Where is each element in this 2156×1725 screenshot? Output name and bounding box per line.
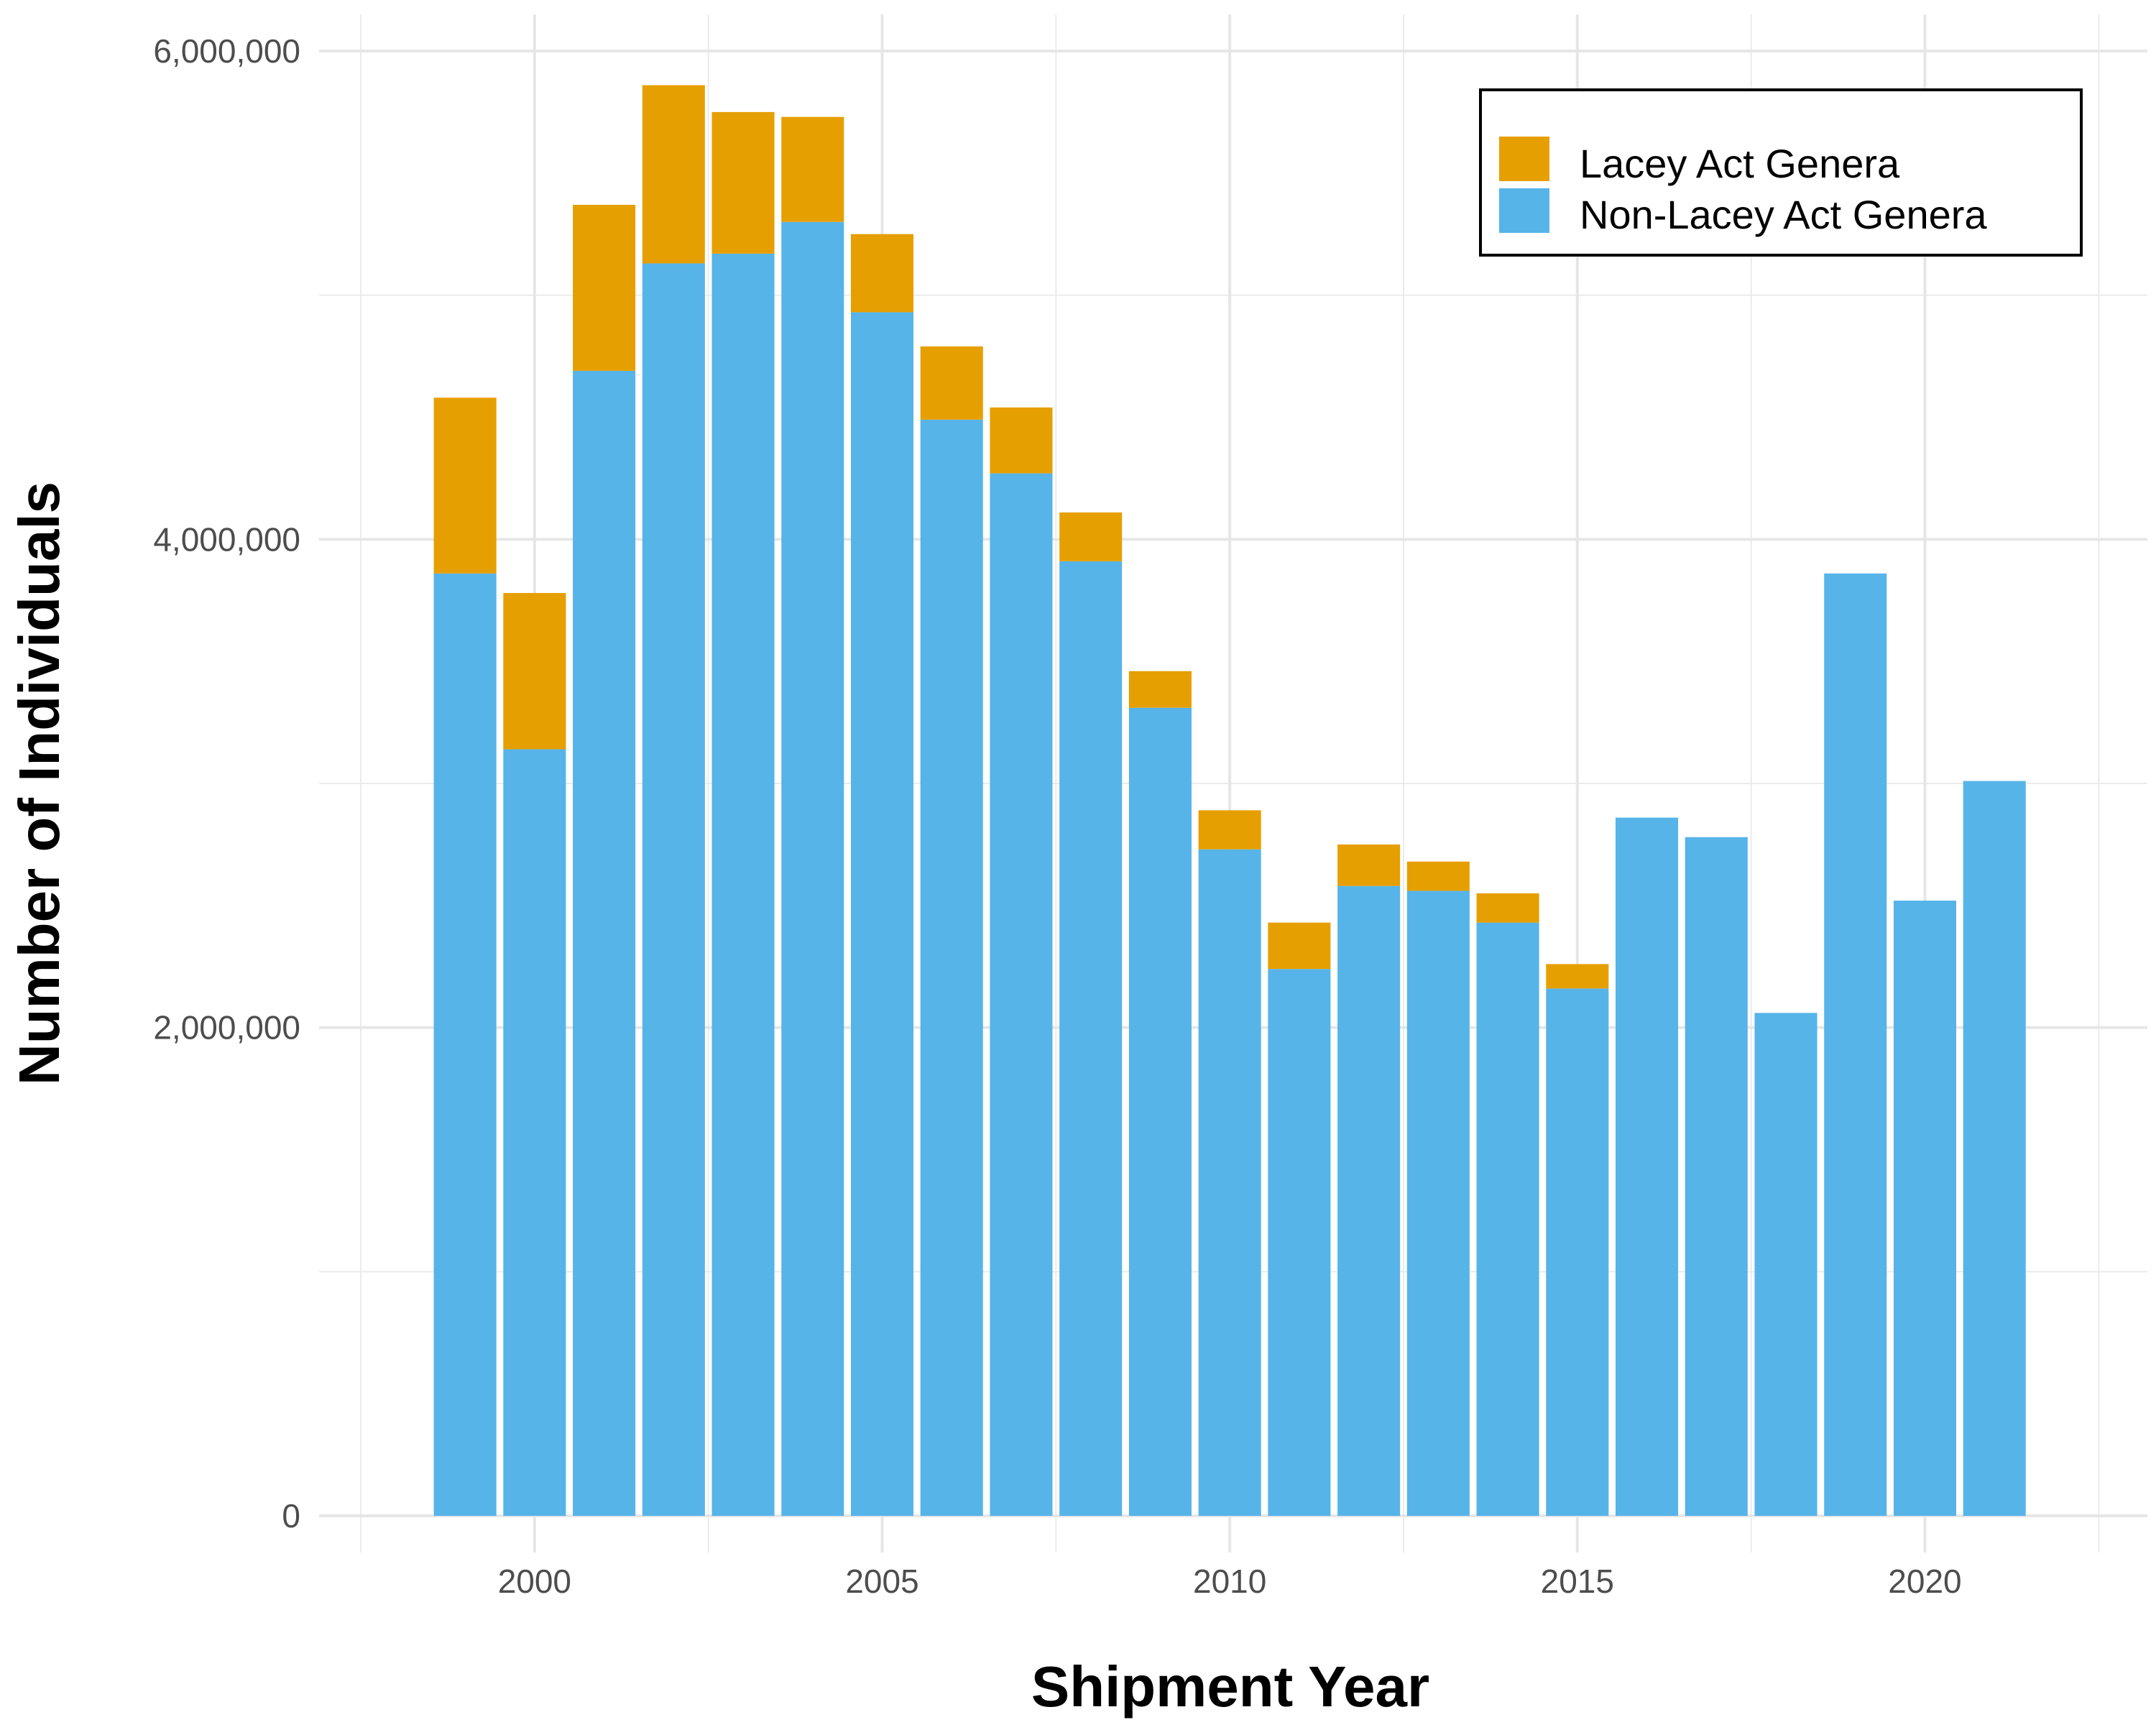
bar-lacey-act-genera-2009 bbox=[1128, 671, 1192, 708]
legend-label-lacey: Lacey Act Genera bbox=[1580, 141, 1900, 186]
bar-non-lacey-act-genera-2007 bbox=[990, 473, 1053, 1517]
y-tick-label: 4,000,000 bbox=[153, 520, 300, 558]
bar-lacey-act-genera-2013 bbox=[1406, 861, 1470, 891]
legend-label-non-lacey: Non-Lacey Act Genera bbox=[1580, 192, 1987, 237]
bar-non-lacey-act-genera-2001 bbox=[573, 370, 636, 1517]
bar-lacey-act-genera-2002 bbox=[642, 85, 705, 264]
bar-non-lacey-act-genera-2000 bbox=[503, 749, 566, 1517]
bar-lacey-act-genera-1999 bbox=[433, 397, 497, 574]
bar-lacey-act-genera-2011 bbox=[1268, 922, 1331, 970]
bar-non-lacey-act-genera-2008 bbox=[1059, 561, 1123, 1517]
bar-non-lacey-act-genera-2021 bbox=[1963, 781, 2026, 1517]
bar-non-lacey-act-genera-2018 bbox=[1754, 1013, 1818, 1517]
bar-non-lacey-act-genera-2017 bbox=[1685, 837, 1748, 1517]
bar-non-lacey-act-genera-2012 bbox=[1337, 886, 1401, 1517]
bars-layer bbox=[433, 85, 2026, 1517]
bar-non-lacey-act-genera-2006 bbox=[920, 419, 983, 1517]
y-tick-labels: 0 2,000,000 4,000,000 6,000,000 bbox=[153, 32, 300, 1535]
x-tick-labels: 2000 2005 2010 2015 2020 bbox=[498, 1563, 1962, 1600]
legend-box bbox=[1479, 88, 2083, 257]
legend-swatch-non-lacey bbox=[1499, 188, 1549, 233]
x-tick-label: 2000 bbox=[498, 1563, 571, 1600]
bar-lacey-act-genera-2014 bbox=[1476, 893, 1539, 923]
x-axis-title: Shipment Year bbox=[1031, 1655, 1429, 1719]
x-tick-label: 2020 bbox=[1888, 1563, 1961, 1600]
bar-lacey-act-genera-2005 bbox=[850, 234, 914, 313]
bar-non-lacey-act-genera-2020 bbox=[1893, 901, 1956, 1517]
bar-non-lacey-act-genera-2010 bbox=[1198, 849, 1261, 1517]
bar-non-lacey-act-genera-2002 bbox=[642, 263, 705, 1517]
legend-swatch-lacey bbox=[1499, 137, 1549, 181]
x-tick-label: 2005 bbox=[845, 1563, 918, 1600]
bar-non-lacey-act-genera-2019 bbox=[1824, 573, 1887, 1517]
bar-lacey-act-genera-2000 bbox=[503, 593, 566, 750]
bar-lacey-act-genera-2010 bbox=[1198, 810, 1261, 850]
y-tick-label: 6,000,000 bbox=[153, 32, 300, 70]
bar-non-lacey-act-genera-2004 bbox=[781, 221, 844, 1517]
bar-non-lacey-act-genera-2016 bbox=[1616, 817, 1679, 1517]
bar-non-lacey-act-genera-2009 bbox=[1128, 707, 1192, 1517]
bar-non-lacey-act-genera-2015 bbox=[1546, 988, 1609, 1517]
legend: Lacey Act Genera Non-Lacey Act Genera bbox=[1479, 88, 2083, 257]
bar-lacey-act-genera-2001 bbox=[573, 204, 636, 371]
x-tick-label: 2010 bbox=[1193, 1563, 1266, 1600]
bar-non-lacey-act-genera-2005 bbox=[850, 312, 914, 1517]
bar-non-lacey-act-genera-2011 bbox=[1268, 969, 1331, 1517]
bar-non-lacey-act-genera-2014 bbox=[1476, 922, 1539, 1517]
bar-lacey-act-genera-2003 bbox=[711, 111, 775, 254]
bar-non-lacey-act-genera-2003 bbox=[711, 253, 775, 1517]
bar-lacey-act-genera-2004 bbox=[781, 116, 844, 222]
y-axis-title: Number of Individuals bbox=[7, 482, 71, 1085]
bar-lacey-act-genera-2007 bbox=[990, 407, 1053, 474]
bar-non-lacey-act-genera-1999 bbox=[433, 573, 497, 1517]
bar-lacey-act-genera-2006 bbox=[920, 346, 983, 420]
y-tick-label: 0 bbox=[282, 1497, 300, 1535]
x-tick-label: 2015 bbox=[1541, 1563, 1614, 1600]
bar-lacey-act-genera-2015 bbox=[1546, 964, 1609, 989]
y-tick-label: 2,000,000 bbox=[153, 1009, 300, 1046]
bar-lacey-act-genera-2012 bbox=[1337, 844, 1401, 886]
bar-lacey-act-genera-2008 bbox=[1059, 512, 1123, 561]
bar-non-lacey-act-genera-2013 bbox=[1406, 891, 1470, 1517]
